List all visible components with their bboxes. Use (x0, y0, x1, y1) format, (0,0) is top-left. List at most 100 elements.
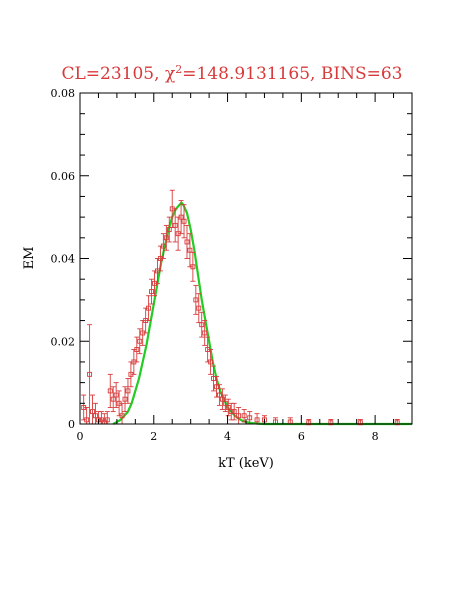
chart-title-sup: 2 (175, 63, 182, 76)
data-marker (107, 388, 113, 394)
data-marker (113, 392, 119, 398)
data-point (181, 204, 187, 239)
data-marker (190, 264, 196, 270)
data-point (208, 349, 214, 375)
data-marker (328, 420, 334, 426)
data-marker (110, 396, 116, 402)
data-point (110, 386, 116, 413)
data-marker (208, 359, 214, 365)
data-marker (196, 305, 202, 311)
data-marker (90, 409, 95, 415)
x-axis-label: kT (keV) (218, 456, 274, 471)
data-marker (163, 235, 169, 241)
data-point (222, 394, 228, 413)
y-tick-label: 0.08 (51, 87, 76, 100)
data-marker (187, 247, 193, 253)
data-marker (231, 409, 237, 415)
data-marker (134, 347, 140, 352)
data-point (219, 388, 225, 410)
data-point (84, 407, 90, 425)
data-point (90, 394, 96, 425)
data-marker (216, 392, 222, 398)
chart-title-suffix: =148.9131165, BINS=63 (182, 64, 402, 84)
data-point (273, 417, 279, 425)
data-marker (247, 415, 253, 421)
data-marker (225, 405, 231, 410)
data-marker (236, 413, 242, 419)
data-point (146, 295, 152, 322)
data-point (216, 384, 222, 406)
data-marker (122, 396, 128, 402)
data-marker (146, 305, 152, 311)
data-marker (228, 409, 234, 415)
data-point (211, 365, 217, 392)
data-point (202, 320, 208, 346)
data-marker (219, 396, 225, 402)
data-point (247, 411, 253, 425)
data-marker (87, 371, 93, 377)
data-marker (137, 338, 143, 344)
data-point (228, 402, 234, 421)
data-point (213, 375, 219, 398)
data-marker (160, 243, 166, 249)
data-point (178, 200, 184, 235)
data-marker (149, 289, 155, 295)
data-point (184, 224, 190, 259)
data-marker (394, 420, 400, 426)
data-point (160, 233, 166, 259)
chart-title: CL=23105, χ2=148.9131165, BINS=63 (62, 63, 403, 85)
data-point (113, 382, 119, 408)
x-tick-label: 0 (77, 430, 84, 443)
y-axis-label: EM (22, 247, 37, 270)
data-point (125, 378, 131, 404)
data-point (81, 394, 87, 421)
data-point (101, 413, 107, 425)
plot-frame (79, 92, 413, 425)
data-marker (184, 239, 190, 245)
data-marker (199, 322, 205, 328)
data-point (107, 373, 113, 408)
data-point (225, 398, 231, 417)
y-tick-label: 0.04 (51, 253, 76, 266)
data-point (196, 293, 202, 324)
data-point (187, 233, 193, 268)
data-point (163, 224, 169, 251)
x-tick-label: 8 (372, 430, 379, 443)
data-marker (222, 400, 228, 406)
data-marker (172, 222, 178, 228)
data-marker (104, 417, 110, 423)
data-marker (214, 384, 219, 390)
x-tick-label: 2 (150, 430, 157, 443)
data-point (92, 402, 98, 425)
data-point (137, 328, 143, 355)
data-point (119, 402, 125, 425)
data-marker (93, 413, 98, 419)
data-marker (178, 214, 184, 220)
data-point (190, 251, 196, 282)
data-point (87, 324, 93, 425)
x-tick-label: 6 (298, 430, 305, 443)
data-marker (181, 218, 187, 224)
data-marker (254, 417, 260, 423)
data-point (193, 284, 199, 315)
data-marker (202, 330, 208, 336)
plot-axes: 0 2 4 6 8 0 0.02 0.04 0.06 0.08 (51, 87, 413, 443)
y-tick-label: 0.06 (51, 170, 76, 183)
data-point (166, 216, 172, 243)
y-tick-label: 0.02 (51, 335, 76, 348)
data-point (134, 336, 140, 363)
data-point (172, 208, 178, 243)
data-marker (357, 420, 363, 426)
y-tick-label: 0 (68, 418, 75, 431)
data-marker (306, 420, 312, 426)
chart-title-prefix: CL=23105, (62, 64, 165, 84)
data-marker (119, 413, 125, 419)
data-point (149, 278, 155, 305)
data-marker (166, 227, 172, 232)
plot-marks (81, 189, 412, 426)
data-marker (193, 297, 199, 303)
chart-title-chi: χ (165, 64, 175, 84)
data-marker (125, 388, 131, 394)
data-point (287, 417, 293, 425)
